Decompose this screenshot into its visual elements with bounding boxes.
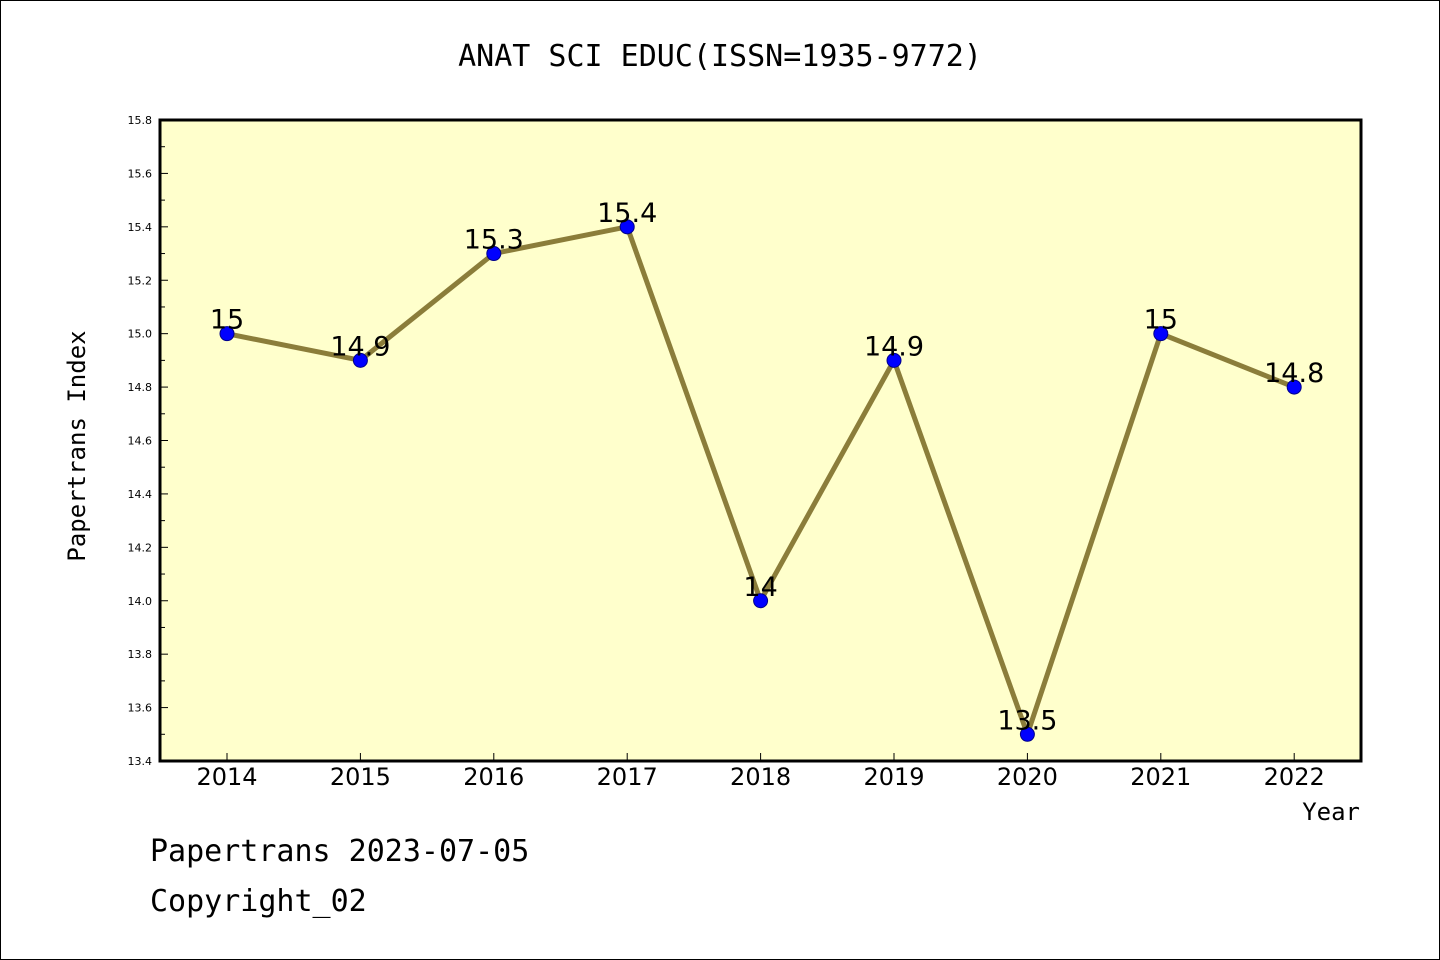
data-point	[886, 352, 902, 368]
x-tick-label: 2015	[330, 763, 391, 791]
y-tick-label: 13.6	[128, 702, 153, 715]
data-point	[753, 593, 769, 609]
y-tick-label: 15.4	[128, 221, 153, 234]
y-tick-label: 14.0	[128, 595, 153, 608]
y-tick-label: 14.8	[128, 381, 153, 394]
x-tick-label: 2016	[463, 763, 524, 791]
data-label: 15	[1144, 305, 1178, 336]
data-point	[1153, 326, 1169, 342]
data-point	[1286, 379, 1302, 395]
data-point	[1019, 726, 1035, 742]
x-tick-label: 2019	[863, 763, 924, 791]
data-point	[352, 352, 368, 368]
footer-date: Papertrans 2023-07-05	[150, 834, 530, 869]
x-tick-label: 2022	[1264, 763, 1325, 791]
data-label: 14	[743, 572, 777, 603]
y-tick-label: 15.0	[128, 328, 153, 341]
x-tick-label: 2014	[196, 763, 257, 791]
series-markers	[219, 219, 1302, 742]
y-tick-label: 14.6	[128, 435, 153, 448]
data-label: 15	[210, 305, 244, 336]
plot-area	[158, 118, 1363, 763]
data-labels: 15 14.9 15.3 15.4 14 14.9 13.5 15 14.8	[210, 198, 1324, 736]
data-point	[486, 246, 502, 262]
y-tick-label: 13.4	[128, 755, 153, 768]
y-tick-label: 14.4	[128, 488, 153, 501]
data-label: 13.5	[997, 705, 1057, 736]
y-tick-label: 14.2	[128, 541, 153, 554]
y-tick-label: 15.6	[128, 167, 153, 180]
x-axis-label: Year	[1302, 798, 1360, 826]
data-point	[219, 326, 235, 342]
y-tick-label: 13.8	[128, 648, 153, 661]
data-point	[619, 219, 635, 235]
x-tick-label: 2018	[730, 763, 791, 791]
data-label: 14.9	[330, 331, 390, 362]
footer-copyright: Copyright_02	[150, 884, 367, 919]
y-axis: 13.4 13.6 13.8 14.0 14.2 14.4 14.6 14.8 15.0 15.2…	[128, 114, 168, 768]
data-label: 15.3	[464, 225, 524, 256]
y-tick-label: 15.8	[128, 114, 153, 127]
y-axis-label: Papertrans Index	[63, 330, 91, 561]
x-tick-label: 2021	[1130, 763, 1191, 791]
x-axis: 2014 2015 2016 2017 2018 2019 2020 2021 2022	[196, 753, 1325, 791]
chart-title: ANAT SCI EDUC(ISSN=1935-9772)	[458, 39, 982, 74]
x-tick-label: 2017	[597, 763, 658, 791]
y-tick-label: 15.2	[128, 274, 153, 287]
data-label: 15.4	[597, 198, 657, 229]
data-label: 14.9	[864, 331, 924, 362]
x-tick-label: 2020	[997, 763, 1058, 791]
data-label: 14.8	[1264, 358, 1324, 389]
